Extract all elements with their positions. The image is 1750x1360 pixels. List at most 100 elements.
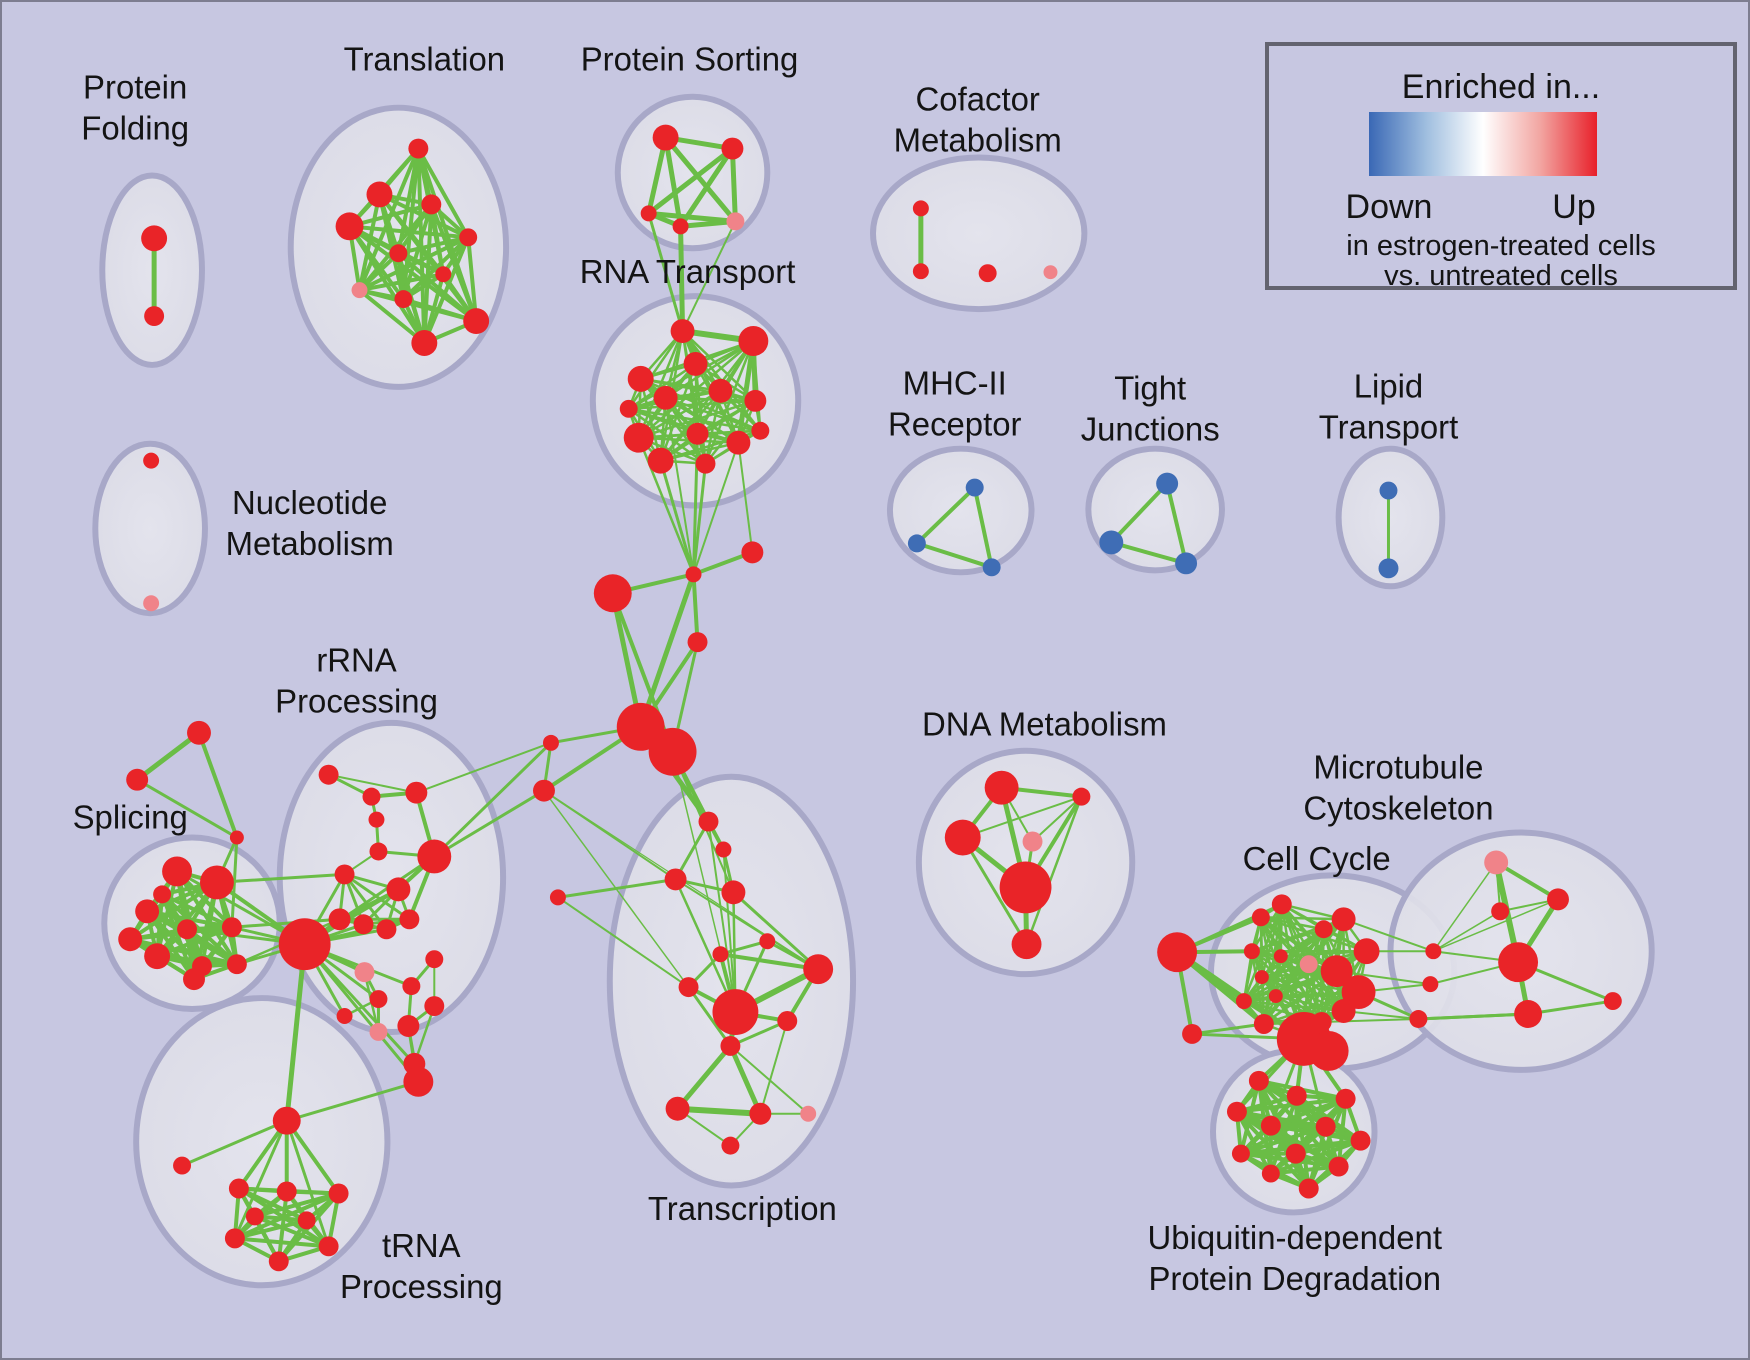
gene-set-node-27[interactable] — [623, 422, 654, 453]
gene-set-node-143[interactable] — [1491, 902, 1510, 921]
gene-set-node-13[interactable] — [143, 452, 160, 469]
gene-set-node-130[interactable] — [1235, 993, 1252, 1010]
gene-set-node-142[interactable] — [1484, 850, 1509, 875]
gene-set-node-89[interactable] — [336, 1008, 353, 1024]
gene-set-node-120[interactable] — [912, 263, 929, 280]
gene-set-node-158[interactable] — [1231, 1144, 1250, 1163]
gene-set-node-102[interactable] — [268, 1251, 289, 1272]
gene-set-node-115[interactable] — [1099, 530, 1124, 555]
gene-set-node-117[interactable] — [1379, 481, 1398, 500]
gene-set-node-30[interactable] — [647, 447, 674, 474]
gene-set-node-150[interactable] — [1409, 1010, 1428, 1028]
gene-set-node-133[interactable] — [1253, 1014, 1274, 1034]
gene-set-node-69[interactable] — [118, 927, 143, 952]
gene-set-node-50[interactable] — [678, 977, 699, 998]
gene-set-node-85[interactable] — [354, 962, 375, 983]
gene-set-node-5[interactable] — [335, 212, 364, 241]
gene-set-node-84[interactable] — [278, 918, 331, 971]
gene-set-node-48[interactable] — [759, 933, 776, 950]
gene-set-node-26[interactable] — [744, 389, 767, 412]
gene-set-node-2[interactable] — [408, 138, 429, 159]
gene-set-node-20[interactable] — [670, 319, 695, 343]
gene-set-node-79[interactable] — [386, 877, 411, 902]
gene-set-node-36[interactable] — [593, 574, 632, 613]
gene-set-node-41[interactable] — [533, 779, 555, 802]
gene-set-node-160[interactable] — [1328, 1156, 1349, 1177]
gene-set-node-81[interactable] — [353, 914, 374, 935]
gene-set-node-163[interactable] — [1308, 1030, 1349, 1071]
gene-set-node-108[interactable] — [1022, 831, 1043, 852]
gene-set-node-72[interactable] — [318, 764, 339, 785]
gene-set-node-3[interactable] — [366, 181, 393, 208]
gene-set-node-51[interactable] — [712, 989, 759, 1035]
gene-set-node-21[interactable] — [738, 326, 769, 356]
gene-set-node-49[interactable] — [803, 954, 834, 985]
gene-set-node-90[interactable] — [397, 1015, 420, 1037]
gene-set-node-128[interactable] — [1273, 949, 1288, 964]
gene-set-node-24[interactable] — [653, 385, 678, 410]
gene-set-node-57[interactable] — [721, 1136, 740, 1155]
gene-set-node-6[interactable] — [459, 228, 478, 247]
gene-set-node-145[interactable] — [1498, 942, 1539, 983]
gene-set-node-92[interactable] — [369, 1022, 388, 1041]
gene-set-node-11[interactable] — [463, 308, 490, 335]
gene-set-node-97[interactable] — [228, 1178, 249, 1199]
gene-set-node-140[interactable] — [1331, 999, 1356, 1023]
gene-set-node-46[interactable] — [549, 889, 566, 906]
gene-set-node-59[interactable] — [126, 768, 149, 791]
gene-set-node-10[interactable] — [394, 290, 413, 309]
gene-set-node-9[interactable] — [351, 282, 368, 299]
gene-set-node-55[interactable] — [749, 1102, 772, 1125]
gene-set-node-74[interactable] — [405, 781, 428, 804]
gene-set-node-107[interactable] — [944, 819, 981, 856]
gene-set-node-17[interactable] — [640, 205, 657, 222]
gene-set-node-65[interactable] — [221, 917, 242, 938]
gene-set-node-119[interactable] — [912, 200, 929, 217]
gene-set-node-101[interactable] — [318, 1236, 339, 1257]
gene-set-node-0[interactable] — [141, 225, 168, 252]
gene-set-node-86[interactable] — [402, 977, 421, 996]
gene-set-node-7[interactable] — [389, 244, 408, 263]
gene-set-node-153[interactable] — [1335, 1088, 1356, 1109]
gene-set-node-63[interactable] — [135, 899, 160, 924]
gene-set-node-161[interactable] — [1261, 1164, 1280, 1183]
gene-set-node-105[interactable] — [984, 770, 1019, 805]
gene-set-node-116[interactable] — [1175, 552, 1198, 575]
gene-set-node-37[interactable] — [687, 632, 708, 653]
gene-set-node-109[interactable] — [999, 861, 1052, 914]
gene-set-node-12[interactable] — [411, 330, 438, 356]
gene-set-node-124[interactable] — [1182, 1023, 1203, 1044]
gene-set-node-138[interactable] — [1341, 975, 1376, 1010]
gene-set-node-76[interactable] — [369, 842, 388, 861]
gene-set-node-149[interactable] — [1422, 976, 1439, 993]
gene-set-node-94[interactable] — [403, 1066, 434, 1097]
gene-set-node-42[interactable] — [698, 811, 719, 832]
gene-set-node-132[interactable] — [1268, 989, 1283, 1004]
gene-set-node-144[interactable] — [1547, 888, 1569, 911]
gene-set-node-141[interactable] — [1311, 1012, 1332, 1032]
gene-set-node-82[interactable] — [376, 919, 397, 940]
gene-set-node-29[interactable] — [726, 430, 751, 455]
gene-set-node-148[interactable] — [1425, 943, 1442, 960]
gene-set-node-151[interactable] — [1248, 1070, 1269, 1091]
gene-set-node-80[interactable] — [328, 908, 351, 931]
gene-set-node-47[interactable] — [712, 946, 729, 963]
gene-set-node-25[interactable] — [708, 378, 733, 403]
gene-set-node-45[interactable] — [721, 880, 746, 905]
gene-set-node-52[interactable] — [777, 1011, 798, 1031]
gene-set-node-62[interactable] — [199, 865, 234, 900]
gene-set-node-44[interactable] — [664, 868, 687, 891]
gene-set-node-31[interactable] — [695, 453, 716, 474]
gene-set-node-127[interactable] — [1243, 943, 1260, 960]
gene-set-node-99[interactable] — [328, 1183, 349, 1204]
gene-set-node-100[interactable] — [224, 1228, 245, 1249]
gene-set-node-106[interactable] — [1072, 787, 1091, 806]
gene-set-node-162[interactable] — [1298, 1178, 1319, 1199]
gene-set-node-14[interactable] — [143, 595, 160, 612]
gene-set-node-35[interactable] — [741, 541, 764, 564]
gene-set-node-121[interactable] — [978, 264, 997, 283]
gene-set-node-66[interactable] — [144, 943, 171, 970]
gene-set-node-137[interactable] — [1320, 955, 1353, 988]
gene-set-node-129[interactable] — [1299, 955, 1318, 974]
gene-set-node-125[interactable] — [1251, 908, 1270, 927]
